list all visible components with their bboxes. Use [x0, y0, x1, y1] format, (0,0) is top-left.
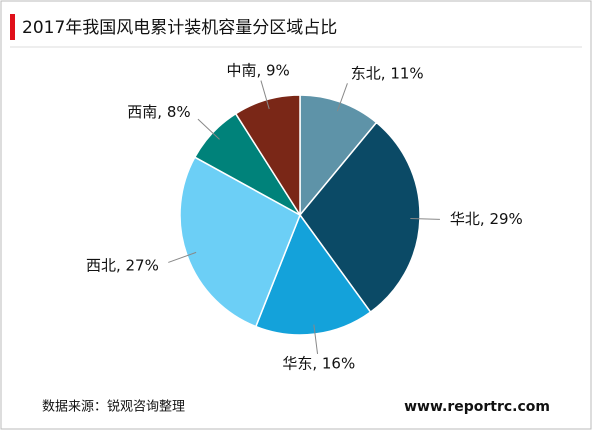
- data-label: 西南, 8%: [127, 103, 190, 121]
- watermark: www.reportrc.com: [404, 399, 550, 415]
- chart-title: 2017年我国风电累计装机容量分区域占比: [22, 18, 337, 38]
- data-label: 华北, 29%: [450, 210, 523, 228]
- leader-line: [197, 118, 220, 140]
- data-label: 中南, 9%: [226, 61, 289, 79]
- leader-line: [336, 83, 348, 112]
- leader-line: [168, 251, 197, 263]
- title-marker: [10, 14, 15, 40]
- leader-line: [260, 80, 270, 110]
- data-label: 西北, 27%: [86, 256, 159, 274]
- leader-line: [313, 324, 319, 354]
- source-note: 数据来源：锐观咨询整理: [42, 400, 185, 415]
- data-label: 东北, 11%: [351, 64, 424, 82]
- data-label: 华东, 16%: [282, 354, 355, 372]
- leader-line: [410, 217, 440, 220]
